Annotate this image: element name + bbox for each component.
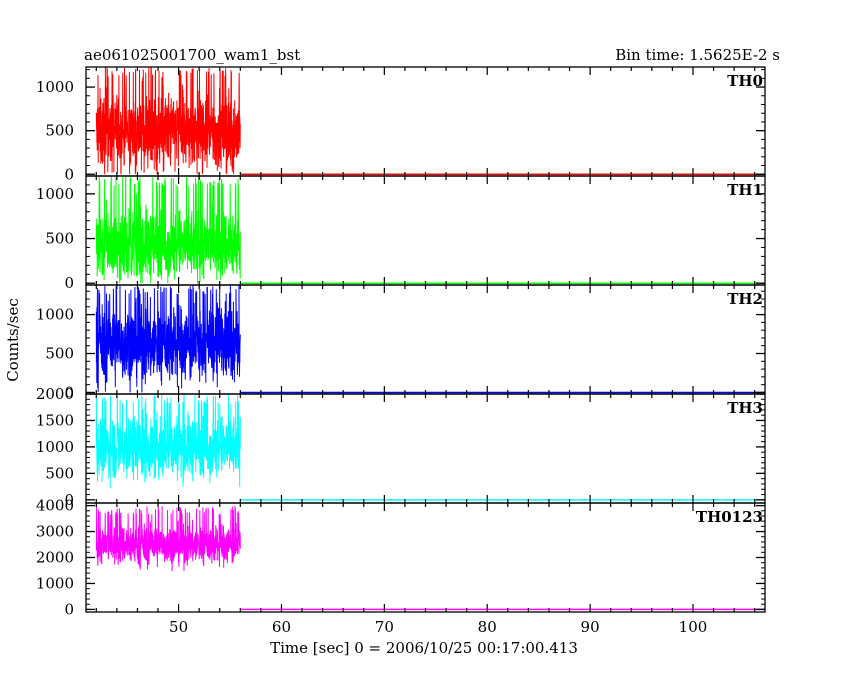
panel-th3: 0 500 1000 1500 2000 TH3 bbox=[36, 385, 766, 509]
panel-label: TH2 bbox=[727, 290, 763, 308]
x-tick-label: 50 bbox=[169, 618, 188, 636]
y-tick-label: 2000 bbox=[36, 549, 74, 567]
y-tick-label: 500 bbox=[45, 230, 74, 248]
y-tick-label: 1000 bbox=[36, 574, 74, 592]
burst-trace-th0 bbox=[95, 67, 241, 175]
x-axis-label: Time [sec] 0 = 2006/10/25 00:17:00.413 bbox=[270, 639, 578, 657]
y-tick-label: 500 bbox=[45, 345, 74, 363]
panel-group: 0 500 1000 TH0 0 500 1000 TH1 0 500 1000 TH2 0 500 100… bbox=[36, 66, 766, 618]
bin-time-label: Bin time: 1.5625E-2 s bbox=[615, 46, 780, 64]
burst-trace-th0123 bbox=[95, 505, 241, 572]
x-tick-label: 100 bbox=[679, 618, 708, 636]
y-tick-label: 500 bbox=[45, 464, 74, 482]
panel-th0: 0 500 1000 TH0 bbox=[36, 66, 766, 183]
figure-title: ae061025001700_wam1_bst bbox=[84, 46, 300, 64]
y-tick-label: 1000 bbox=[36, 185, 74, 203]
y-axis-label: Counts/sec bbox=[4, 298, 22, 382]
y-tick-label: 0 bbox=[64, 491, 74, 509]
panel-th0123: 0 1000 2000 3000 4000 TH0123 bbox=[36, 497, 766, 618]
panel-th1: 0 500 1000 TH1 bbox=[36, 175, 766, 292]
burst-trace-th3 bbox=[95, 394, 241, 489]
panel-label: TH0 bbox=[727, 72, 763, 90]
y-tick-label: 0 bbox=[64, 274, 74, 292]
burst-trace-th1 bbox=[95, 175, 241, 284]
panel-label: TH0123 bbox=[696, 508, 763, 526]
panel-label: TH1 bbox=[727, 181, 763, 199]
panel-th2: 0 500 1000 TH2 bbox=[36, 284, 766, 401]
y-tick-label: 500 bbox=[45, 122, 74, 140]
y-tick-label: 1000 bbox=[36, 438, 74, 456]
y-tick-label: 4000 bbox=[36, 497, 74, 515]
y-tick-label: 0 bbox=[64, 383, 74, 401]
y-tick-label: 0 bbox=[64, 600, 74, 618]
x-tick-label: 70 bbox=[375, 618, 394, 636]
x-tick-label: 90 bbox=[581, 618, 600, 636]
y-tick-label: 3000 bbox=[36, 523, 74, 541]
y-tick-label: 1000 bbox=[36, 78, 74, 96]
y-tick-label: 2000 bbox=[36, 385, 74, 403]
y-tick-label: 0 bbox=[64, 165, 74, 183]
y-tick-label: 1000 bbox=[36, 306, 74, 324]
burst-trace-th2 bbox=[95, 284, 241, 393]
y-tick-label: 1500 bbox=[36, 411, 74, 429]
x-tick-labels: 50 60 70 80 90 100 bbox=[169, 618, 707, 636]
panel-label: TH3 bbox=[727, 399, 763, 417]
x-tick-label: 80 bbox=[478, 618, 497, 636]
x-tick-label: 60 bbox=[272, 618, 291, 636]
